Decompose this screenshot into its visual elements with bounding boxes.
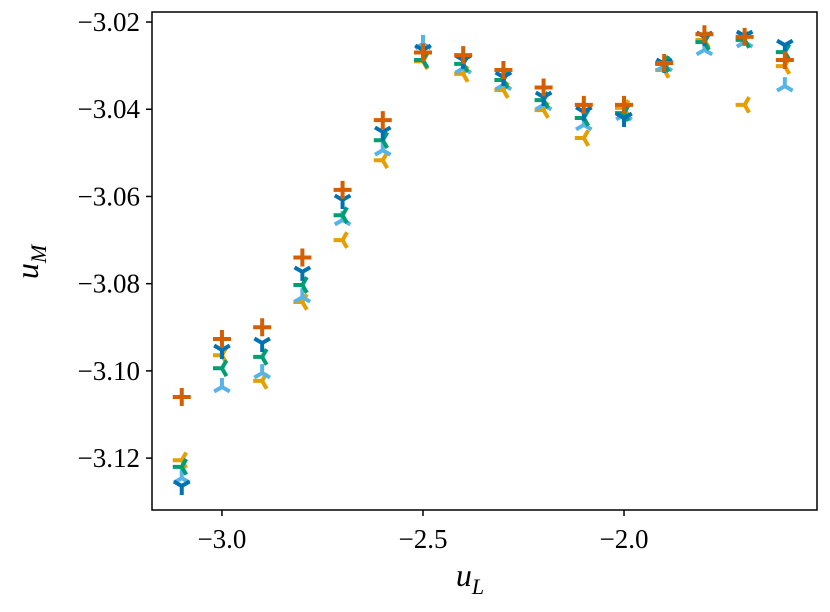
- marker: [293, 288, 312, 304]
- y-tick-label: −3.02: [78, 7, 140, 37]
- marker: [775, 43, 792, 61]
- marker: [373, 111, 392, 130]
- x-tick-label: −2.5: [398, 524, 447, 554]
- y-tick-label: −3.12: [78, 443, 140, 473]
- marker: [212, 330, 231, 349]
- marker: [293, 248, 312, 267]
- marker: [172, 479, 191, 496]
- marker: [212, 359, 229, 378]
- marker: [253, 318, 272, 337]
- x-label-sub: L: [471, 574, 484, 599]
- marker: [735, 96, 751, 114]
- y-label-main: u: [9, 263, 45, 279]
- x-label-main: u: [456, 557, 472, 593]
- marker: [615, 111, 633, 127]
- marker: [293, 276, 309, 294]
- marker: [494, 60, 513, 79]
- marker: [253, 336, 271, 352]
- marker: [213, 343, 231, 359]
- y-axis-label: uM: [9, 243, 51, 279]
- marker: [615, 95, 634, 114]
- marker: [172, 388, 191, 407]
- marker: [333, 180, 352, 199]
- marker: [253, 348, 269, 366]
- marker: [333, 231, 349, 249]
- marker: [534, 78, 553, 97]
- marker: [776, 77, 794, 93]
- marker: [333, 206, 349, 225]
- marker: [172, 458, 188, 476]
- y-label-sub: M: [26, 243, 51, 264]
- marker: [454, 46, 473, 65]
- y-tick-label: −3.08: [78, 269, 140, 299]
- y-tick-label: −3.10: [78, 356, 140, 386]
- plot-frame: [151, 11, 818, 511]
- marker: [213, 378, 231, 394]
- y-tick-label: −3.06: [78, 181, 140, 211]
- x-tick-label: −2.0: [600, 524, 649, 554]
- marker: [293, 265, 312, 281]
- x-axis-label: uL: [456, 557, 484, 599]
- marker: [373, 131, 390, 150]
- y-tick-label: −3.04: [78, 94, 141, 124]
- marker: [574, 129, 591, 147]
- x-tick-label: −3.0: [197, 524, 246, 554]
- marker: [695, 25, 714, 44]
- marker: [373, 125, 392, 141]
- marker: [775, 50, 794, 69]
- marker: [333, 193, 352, 209]
- marker: [413, 43, 432, 62]
- marker: [253, 364, 271, 380]
- marker: [735, 27, 754, 46]
- marker: [655, 54, 674, 73]
- marker: [574, 95, 593, 114]
